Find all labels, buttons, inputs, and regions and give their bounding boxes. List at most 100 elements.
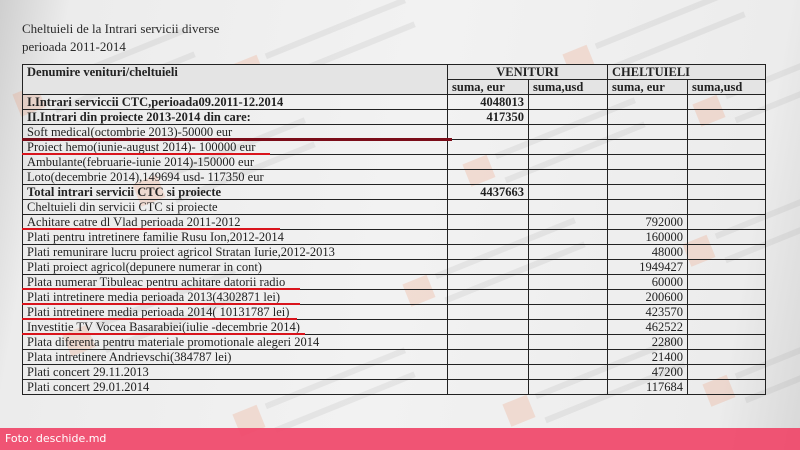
table-row: Plati remunirare lucru proiect agricol S… [22, 244, 766, 260]
row-name: Plata intretinere Andrievschi(384787 lei… [22, 349, 448, 365]
photo-credit-bar: Foto: deschide.md [0, 428, 800, 450]
cheltuieli-usd [687, 244, 766, 260]
underline [22, 332, 305, 335]
cheltuieli-eur: 60000 [607, 274, 688, 290]
cheltuieli-usd [687, 334, 766, 350]
underline [22, 137, 452, 141]
cheltuieli-eur: 1949427 [607, 259, 688, 275]
venituri-eur [447, 214, 529, 230]
venituri-usd [528, 304, 608, 320]
row-name: Plati pentru intretinere familie Rusu Io… [22, 229, 448, 245]
table-row: II.Intrari din proiecte 2013-2014 din ca… [22, 109, 766, 125]
venituri-usd [528, 334, 608, 350]
venituri-usd [528, 139, 608, 155]
underline [22, 152, 270, 155]
venituri-usd [528, 364, 608, 380]
row-name: Plati concert 29.11.2013 [22, 364, 448, 380]
subheader: suma,usd [687, 79, 766, 95]
subheader: suma,usd [528, 79, 608, 95]
cheltuieli-eur [607, 109, 688, 125]
cheltuieli-usd [687, 379, 766, 395]
finance-table: Denumire venituri/cheltuieli VENITURI CH… [22, 64, 766, 395]
cheltuieli-eur [607, 124, 688, 140]
photo-credit: Foto: deschide.md [5, 432, 107, 445]
cheltuieli-eur [607, 169, 688, 185]
cheltuieli-eur [607, 94, 688, 110]
cheltuieli-usd [687, 214, 766, 230]
venituri-eur: 417350 [447, 109, 529, 125]
cheltuieli-eur: 200600 [607, 289, 688, 305]
cheltuieli-usd [687, 349, 766, 365]
row-name: Total intrari servicii CTC si proiecte [22, 184, 448, 200]
venituri-usd [528, 274, 608, 290]
title-line: perioada 2011-2014 [22, 39, 126, 54]
cheltuieli-eur: 22800 [607, 334, 688, 350]
venituri-usd [528, 289, 608, 305]
cheltuieli-usd [687, 289, 766, 305]
venituri-usd [528, 184, 608, 200]
subheader: suma, eur [447, 79, 529, 95]
venituri-usd [528, 124, 608, 140]
venituri-eur [447, 229, 529, 245]
cheltuieli-usd [687, 184, 766, 200]
cheltuieli-usd [687, 259, 766, 275]
cheltuieli-eur: 117684 [607, 379, 688, 395]
cheltuieli-usd [687, 139, 766, 155]
venituri-usd [528, 169, 608, 185]
row-name: Plati concert 29.01.2014 [22, 379, 448, 395]
table-row: Investitie TV Vocea Basarabiei(iulie -de… [22, 319, 766, 335]
cheltuieli-eur: 462522 [607, 319, 688, 335]
cheltuieli-usd [687, 199, 766, 215]
underline [22, 317, 297, 320]
table-row: Plati intretinere media perioada 2014( 1… [22, 304, 766, 320]
venituri-eur [447, 199, 529, 215]
cheltuieli-usd [687, 109, 766, 125]
row-name: Loto(decembrie 2014),149694 usd- 117350 … [22, 169, 448, 185]
row-name: Achitare catre dl Vlad perioada 2011-201… [22, 214, 448, 230]
cheltuieli-usd [687, 274, 766, 290]
table-row: I.Intrari serviccii CTC,perioada09.2011-… [22, 94, 766, 110]
venituri-eur [447, 364, 529, 380]
header-name: Denumire venituri/cheltuieli [22, 64, 448, 95]
row-name: Cheltuieli din servicii CTC si proiecte [22, 199, 448, 215]
venituri-usd [528, 229, 608, 245]
cheltuieli-eur [607, 199, 688, 215]
cheltuieli-usd [687, 319, 766, 335]
underline [22, 287, 300, 290]
venituri-eur [447, 379, 529, 395]
venituri-usd [528, 199, 608, 215]
venituri-eur [447, 319, 529, 335]
venituri-usd [528, 109, 608, 125]
cheltuieli-usd [687, 94, 766, 110]
document-title: Cheltuieli de la Intrari servicii divers… [22, 20, 219, 56]
table-row: Plata diferenta pentru materiale promoti… [22, 334, 766, 350]
row-name: Plata diferenta pentru materiale promoti… [22, 334, 448, 350]
subheader: suma, eur [607, 79, 688, 95]
venituri-eur [447, 334, 529, 350]
row-name: Plati intretinere media perioada 2014( 1… [22, 304, 448, 320]
row-name: Plati remunirare lucru proiect agricol S… [22, 244, 448, 260]
table-row: Plati concert 29.11.2013 47200 [22, 364, 766, 380]
table-row: Plati pentru intretinere familie Rusu Io… [22, 229, 766, 245]
venituri-eur [447, 139, 529, 155]
table-row: Plata intretinere Andrievschi(384787 lei… [22, 349, 766, 365]
venituri-eur: 4048013 [447, 94, 529, 110]
cheltuieli-eur: 21400 [607, 349, 688, 365]
cheltuieli-eur [607, 154, 688, 170]
row-name: II.Intrari din proiecte 2013-2014 din ca… [22, 109, 448, 125]
title-line: Cheltuieli de la Intrari servicii divers… [22, 21, 220, 36]
cheltuieli-eur [607, 184, 688, 200]
venituri-eur [447, 304, 529, 320]
table-row: Loto(decembrie 2014),149694 usd- 117350 … [22, 169, 766, 185]
venituri-eur [447, 349, 529, 365]
cheltuieli-eur [607, 139, 688, 155]
row-name: Plati intretinere media perioada 2013(43… [22, 289, 448, 305]
row-name: Plati proiect agricol(depunere numerar i… [22, 259, 448, 275]
venituri-eur [447, 259, 529, 275]
venituri-eur [447, 169, 529, 185]
cheltuieli-usd [687, 364, 766, 380]
venituri-eur [447, 274, 529, 290]
venituri-usd [528, 154, 608, 170]
cheltuieli-usd [687, 304, 766, 320]
cheltuieli-eur: 48000 [607, 244, 688, 260]
